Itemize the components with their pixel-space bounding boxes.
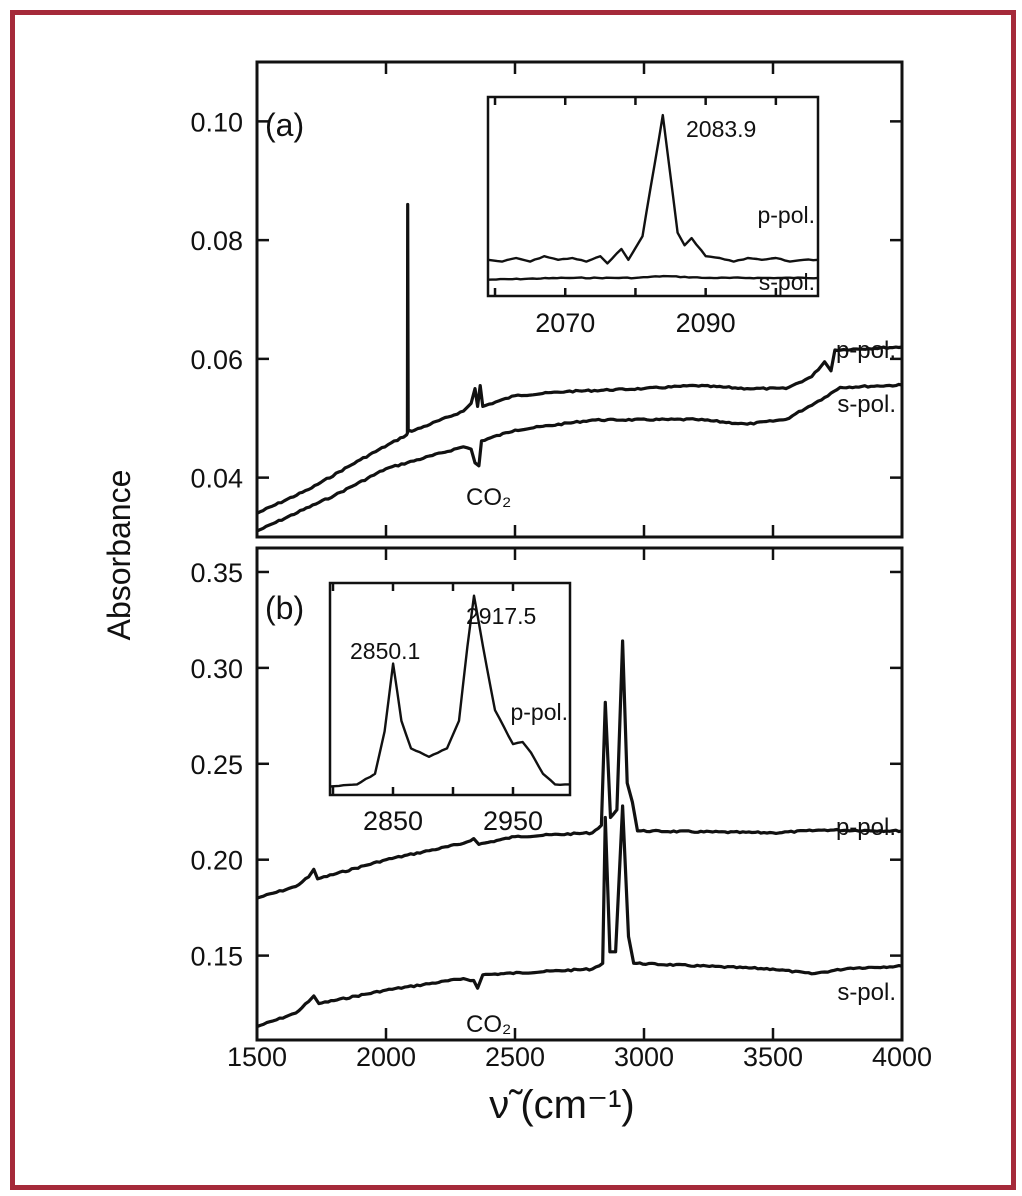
p-pol-label-a: p-pol. xyxy=(836,337,896,364)
panel-a: 0.10 0.08 0.06 0.04 (a) CO₂ p-pol. s-pol. 2… xyxy=(190,60,904,539)
s-pol-label-b: s-pol. xyxy=(837,979,896,1006)
inset-a-s-pol-curve xyxy=(487,274,819,281)
x-tick-label: 2000 xyxy=(356,1042,416,1072)
inset-b-peak-label-2: 2917.5 xyxy=(466,603,536,629)
y-tick-label: 0.04 xyxy=(190,464,243,494)
inset-a: 2070 2090 2083.9 p-pol. s-pol. xyxy=(486,95,820,338)
inset-a-peak-label: 2083.9 xyxy=(686,116,756,142)
inset-b-x-tick-label: 2850 xyxy=(363,806,423,836)
x-tick-label: 4000 xyxy=(872,1042,932,1072)
inset-b: 2850 2950 2850.1 2917.5 p-pol. xyxy=(328,581,572,836)
p-pol-label-b: p-pol. xyxy=(836,814,896,841)
y-tick-label: 0.35 xyxy=(190,558,243,588)
inset-a-frame xyxy=(486,95,820,298)
y-tick-label: 0.15 xyxy=(190,942,243,972)
inset-a-s-pol-label: s-pol. xyxy=(759,269,815,295)
y-tick-label: 0.30 xyxy=(190,654,243,684)
inset-a-x-tick-label: 2090 xyxy=(676,308,736,338)
x-tick-label: 1500 xyxy=(227,1042,287,1072)
inset-b-p-pol-curve xyxy=(329,594,570,788)
x-tick-label: 3500 xyxy=(743,1042,803,1072)
x-tick-label: 3000 xyxy=(614,1042,674,1072)
panel-a-label: (a) xyxy=(265,107,304,143)
inset-a-x-tick-label: 2070 xyxy=(535,308,595,338)
inset-b-x-tick-label: 2950 xyxy=(483,806,543,836)
y-tick-label: 0.08 xyxy=(190,226,243,256)
inset-a-p-pol-curve xyxy=(487,113,819,265)
y-axis-label: Absorbance xyxy=(101,470,137,641)
inset-a-p-pol-label: p-pol. xyxy=(757,202,815,228)
inset-b-frame xyxy=(328,581,572,797)
co2-label-a: CO₂ xyxy=(466,484,511,511)
x-tick-label: 2500 xyxy=(485,1042,545,1072)
panel-a-frame xyxy=(255,60,904,539)
panel-b-label: (b) xyxy=(265,590,304,626)
inset-b-peak-label-1: 2850.1 xyxy=(350,638,420,664)
panel-a-p-pol-curve xyxy=(256,202,903,515)
figure-frame xyxy=(10,10,1016,1190)
y-tick-label: 0.06 xyxy=(190,345,243,375)
y-tick-label: 0.20 xyxy=(190,846,243,876)
panel-b-s-pol-curve xyxy=(256,804,903,1029)
co2-label-b: CO₂ xyxy=(466,1011,511,1038)
s-pol-label-a: s-pol. xyxy=(837,391,896,418)
panel-a-s-pol-curve xyxy=(256,382,903,533)
inset-b-p-pol-label: p-pol. xyxy=(510,699,568,725)
y-tick-label: 0.25 xyxy=(190,750,243,780)
panel-b-frame xyxy=(255,546,904,1042)
x-axis-label: ν̃ (cm⁻¹) xyxy=(489,1083,635,1127)
y-tick-label: 0.10 xyxy=(190,107,243,137)
panel-b: 0.35 0.30 0.25 0.20 0.15 (b) CO₂ p-pol. s-po… xyxy=(190,546,904,1042)
panel-b-p-pol-curve xyxy=(256,639,903,900)
